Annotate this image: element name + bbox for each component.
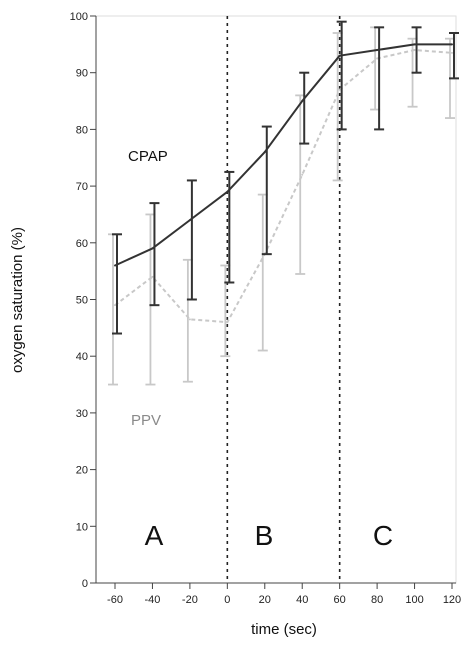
data-point — [151, 275, 154, 278]
data-point — [338, 54, 341, 57]
series-ppv — [108, 26, 455, 386]
x-tick-label: 60 — [334, 594, 346, 606]
region-label-b: B — [255, 520, 274, 551]
data-point — [114, 304, 116, 307]
data-point — [451, 51, 453, 54]
y-tick-label: 10 — [76, 521, 88, 533]
data-point — [338, 88, 341, 91]
series-line — [114, 49, 453, 324]
data-point — [226, 321, 229, 324]
x-tick-label: 100 — [405, 594, 423, 606]
data-point — [301, 173, 304, 176]
x-tick-label: 40 — [296, 594, 308, 606]
x-tick-label: -20 — [182, 594, 198, 606]
data-point — [413, 49, 416, 52]
data-point — [151, 247, 154, 250]
x-tick-label: -40 — [144, 594, 160, 606]
y-tick-label: 60 — [76, 238, 88, 250]
y-tick-label: 30 — [76, 408, 88, 420]
x-tick-label: 80 — [371, 594, 383, 606]
x-tick-label: 20 — [259, 594, 271, 606]
data-point — [376, 49, 379, 52]
x-axis-title: time (sec) — [251, 621, 317, 638]
y-tick-label: 100 — [70, 11, 88, 23]
data-point — [188, 219, 191, 222]
x-tick-label: -60 — [107, 594, 123, 606]
data-point — [114, 264, 116, 267]
y-tick-label: 20 — [76, 465, 88, 477]
data-point — [188, 318, 191, 321]
data-point — [413, 43, 416, 46]
series-label-ppv: PPV — [131, 412, 161, 429]
y-tick-label: 90 — [76, 68, 88, 80]
y-axis-title: oxygen saturation (%) — [9, 227, 26, 373]
y-tick-label: 70 — [76, 181, 88, 193]
series-layer — [108, 20, 459, 386]
x-tick-label: 0 — [224, 594, 230, 606]
series-label-cpap: CPAP — [128, 148, 168, 165]
region-label-a: A — [145, 520, 164, 551]
data-point — [376, 57, 379, 60]
series-cpap — [112, 20, 459, 335]
data-point — [301, 100, 304, 103]
data-point — [451, 43, 453, 46]
data-point — [226, 190, 229, 193]
region-label-c: C — [373, 520, 393, 551]
x-tick-label: 120 — [443, 594, 461, 606]
tick-labels: 0 10 20 30 40 50 60 70 80 90 100 -60 -40 -20 0 20 40 60 80… — [70, 11, 461, 606]
phase-dividers — [226, 16, 341, 583]
y-tick-label: 0 — [82, 578, 88, 590]
y-tick-label: 80 — [76, 124, 88, 136]
data-point — [263, 151, 266, 154]
y-tick-label: 50 — [76, 295, 88, 307]
series-line — [114, 43, 452, 267]
y-tick-label: 40 — [76, 351, 88, 363]
